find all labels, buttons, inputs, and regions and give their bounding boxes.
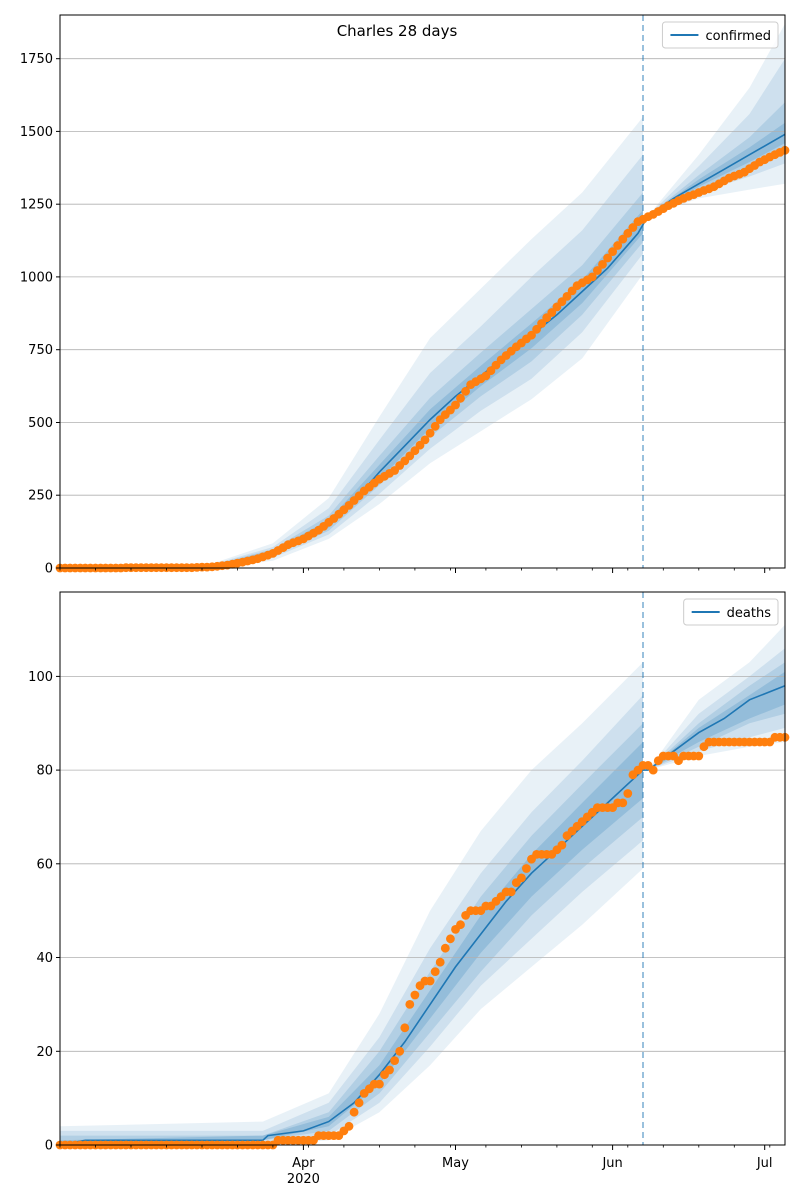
confirmed-y-tick-label: 250 [28, 489, 53, 504]
x-tick-label: Apr [292, 1156, 315, 1171]
deaths-band-1-seg-1 [648, 648, 785, 771]
deaths-y-axis: 0 20 40 60 80 100 [28, 670, 60, 1154]
confirmed-axes-frame [59, 14, 786, 569]
deaths-panel: 0 20 40 60 80 100 Apr May Jun Jul deaths [28, 591, 790, 1171]
confirmed-y-tick-label: 1000 [20, 270, 53, 285]
figure-title: Charles 28 days [337, 22, 458, 40]
x-tick-label: Jun [601, 1156, 622, 1171]
x-tick-label: May [442, 1156, 469, 1171]
deaths-median-path [59, 684, 786, 1146]
confirmed-observed-point [461, 386, 470, 396]
deaths-band-2-seg-1 [648, 662, 785, 771]
confirmed-observed-point [598, 260, 607, 269]
deaths-observed-point [395, 1046, 405, 1056]
deaths-y-tick-label: 60 [36, 857, 53, 872]
x-tick-label: Jul [756, 1156, 773, 1171]
confirmed-observed-point [618, 234, 628, 244]
deaths-median-line [59, 684, 786, 1146]
confirmed-observed-point [587, 272, 597, 282]
confirmed-x-axis [59, 568, 771, 573]
confirmed-y-axis: 0 250 500 750 1000 1250 1500 1750 [20, 52, 60, 577]
confirmed-band-2-seg-0 [60, 192, 643, 568]
deaths-observed-points [55, 732, 790, 1150]
confirmed-observed-point [547, 308, 557, 317]
confirmed-y-tick-label: 0 [45, 562, 53, 577]
deaths-observed-point [446, 934, 455, 944]
confirmed-y-tick-label: 1750 [20, 52, 53, 67]
deaths-observed-point [375, 1079, 384, 1089]
deaths-observed-point [390, 1056, 399, 1065]
confirmed-uncertainty-bands [60, 23, 785, 569]
confirmed-observed-point [608, 247, 617, 256]
deaths-observed-point [517, 873, 526, 883]
confirmed-legend-label: confirmed [705, 29, 771, 44]
confirmed-observed-point [451, 400, 460, 410]
confirmed-band-3-seg-0 [60, 210, 643, 568]
deaths-y-tick-label: 80 [36, 764, 53, 779]
confirmed-legend: confirmed [661, 21, 779, 49]
deaths-legend-label: deaths [727, 606, 772, 621]
deaths-observed-point [405, 1000, 415, 1009]
confirmed-observed-point [537, 319, 546, 328]
confirmed-y-tick-label: 1250 [20, 198, 53, 213]
confirmed-band-1-seg-0 [60, 154, 643, 568]
confirmed-observed-point [532, 324, 541, 334]
deaths-observed-point [618, 798, 628, 808]
confirmed-legend-box [661, 21, 779, 49]
deaths-gridlines [60, 676, 785, 1052]
confirmed-observed-point [486, 366, 496, 376]
deaths-band-1-seg-0 [60, 695, 643, 1145]
confirmed-observed-point [430, 421, 440, 431]
deaths-observed-point [522, 864, 531, 873]
confirmed-panel: 0 250 500 750 1000 1250 1500 1750 confirmed [20, 14, 790, 577]
confirmed-observed-point [603, 253, 612, 263]
deaths-observed-point [506, 887, 516, 897]
deaths-band-0-seg-0 [60, 662, 643, 1145]
confirmed-observed-point [613, 241, 623, 250]
deaths-observed-point [425, 976, 435, 986]
deaths-y-tick-label: 0 [45, 1139, 53, 1154]
deaths-observed-point [410, 990, 420, 1000]
deaths-uncertainty-bands [60, 624, 785, 1145]
deaths-observed-point [623, 789, 633, 798]
deaths-band-0-seg-1 [648, 624, 785, 771]
deaths-x-axis: Apr May Jun Jul [59, 1145, 773, 1171]
deaths-observed-point [430, 967, 440, 976]
deaths-observed-point [385, 1065, 394, 1075]
deaths-observed-point [648, 765, 658, 775]
confirmed-observed-point [420, 435, 430, 445]
deaths-observed-point [354, 1098, 364, 1108]
confirmed-observed-point [623, 228, 633, 238]
confirmed-observed-point [456, 393, 465, 403]
x-axis-year-label: 2020 [287, 1172, 320, 1187]
deaths-axes-frame [59, 591, 786, 1146]
deaths-observed-point [557, 840, 567, 850]
deaths-observed-point [349, 1107, 359, 1117]
confirmed-observed-point [628, 223, 638, 232]
deaths-legend-box [683, 598, 779, 626]
deaths-observed-point [440, 943, 450, 953]
deaths-y-tick-label: 40 [36, 951, 53, 966]
confirmed-observed-point [593, 266, 602, 275]
confirmed-observed-point [425, 428, 435, 438]
deaths-observed-point [344, 1121, 354, 1131]
deaths-y-tick-label: 100 [28, 670, 53, 685]
confirmed-y-tick-label: 500 [28, 416, 53, 431]
deaths-observed-point [400, 1023, 410, 1033]
confirmed-observed-point [527, 330, 536, 340]
deaths-observed-point [694, 751, 704, 761]
confirmed-y-tick-label: 1500 [20, 125, 53, 140]
deaths-y-tick-label: 20 [36, 1045, 53, 1060]
deaths-observed-point [456, 920, 465, 930]
deaths-legend: deaths [683, 598, 779, 626]
confirmed-y-tick-label: 750 [28, 343, 53, 358]
deaths-observed-point [435, 957, 445, 967]
